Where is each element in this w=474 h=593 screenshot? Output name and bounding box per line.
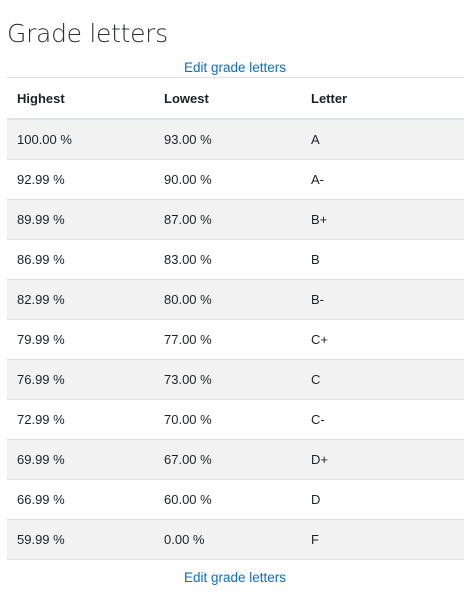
header-lowest: Lowest [154,77,301,120]
cell-lowest: 60.00 % [154,479,301,520]
table-row: 69.99 % 67.00 % D+ [7,439,464,480]
edit-grade-letters-link-top[interactable]: Edit grade letters [183,60,287,75]
cell-letter: B- [301,279,464,320]
grade-letters-table: Highest Lowest Letter 100.00 % 93.00 % A… [7,77,464,560]
table-row: 86.99 % 83.00 % B [7,239,464,280]
cell-letter: D [301,479,464,520]
table-header-row: Highest Lowest Letter [7,77,464,120]
table-row: 72.99 % 70.00 % C- [7,399,464,440]
table-row: 82.99 % 80.00 % B- [7,279,464,320]
cell-letter: D+ [301,439,464,480]
cell-lowest: 0.00 % [154,519,301,560]
cell-letter: A- [301,159,464,200]
cell-lowest: 77.00 % [154,319,301,360]
cell-letter: B [301,239,464,280]
table-row: 89.99 % 87.00 % B+ [7,199,464,240]
table-row: 59.99 % 0.00 % F [7,519,464,560]
edit-grade-letters-link-bottom[interactable]: Edit grade letters [183,570,287,585]
cell-lowest: 93.00 % [154,119,301,160]
cell-highest: 72.99 % [7,399,154,440]
cell-lowest: 70.00 % [154,399,301,440]
cell-lowest: 73.00 % [154,359,301,400]
cell-highest: 89.99 % [7,199,154,240]
cell-highest: 69.99 % [7,439,154,480]
table-row: 66.99 % 60.00 % D [7,479,464,520]
cell-letter: C [301,359,464,400]
cell-highest: 59.99 % [7,519,154,560]
cell-lowest: 83.00 % [154,239,301,280]
cell-highest: 92.99 % [7,159,154,200]
cell-letter: F [301,519,464,560]
table-row: 76.99 % 73.00 % C [7,359,464,400]
cell-lowest: 80.00 % [154,279,301,320]
cell-lowest: 67.00 % [154,439,301,480]
cell-letter: C+ [301,319,464,360]
cell-highest: 82.99 % [7,279,154,320]
cell-highest: 66.99 % [7,479,154,520]
cell-highest: 100.00 % [7,119,154,160]
cell-letter: B+ [301,199,464,240]
header-highest: Highest [7,77,154,120]
cell-highest: 79.99 % [7,319,154,360]
cell-highest: 86.99 % [7,239,154,280]
cell-lowest: 87.00 % [154,199,301,240]
cell-letter: A [301,119,464,160]
cell-highest: 76.99 % [7,359,154,400]
header-letter: Letter [301,77,464,120]
cell-lowest: 90.00 % [154,159,301,200]
table-row: 79.99 % 77.00 % C+ [7,319,464,360]
cell-letter: C- [301,399,464,440]
table-row: 92.99 % 90.00 % A- [7,159,464,200]
page-title: Grade letters [7,19,168,48]
table-row: 100.00 % 93.00 % A [7,119,464,160]
